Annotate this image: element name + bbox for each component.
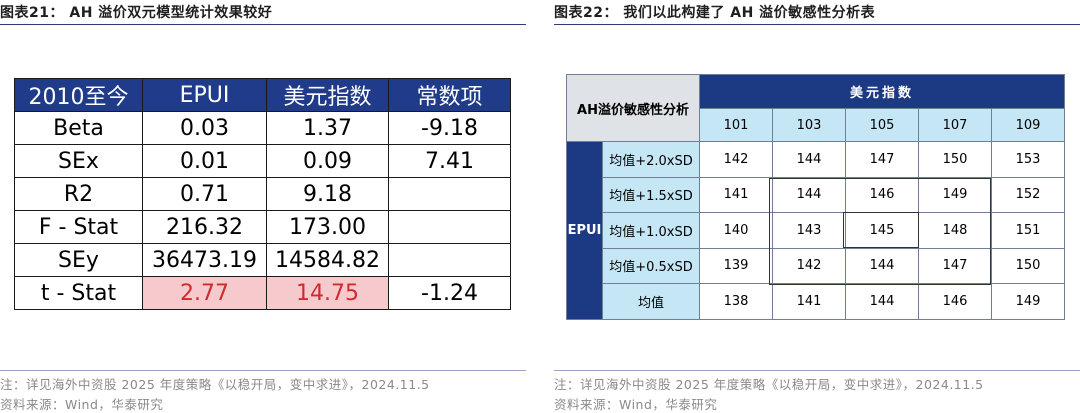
note-left: 注：详见海外中资股 2025 年度策略《以稳开局，变中求进》，2024.11.5	[0, 377, 430, 392]
usd-value: 9.18	[266, 177, 389, 211]
highlight-box-center	[843, 212, 919, 248]
sensitivity-cell: 147	[918, 247, 992, 284]
sensitivity-cell: 147	[845, 141, 919, 178]
table-row: Beta 0.03 1.37 -9.18	[14, 111, 511, 145]
header-period: 2010至今	[14, 78, 143, 112]
epui-value: 36473.19	[142, 243, 267, 277]
constant-value	[388, 177, 511, 211]
table-row: EPUI 均值+2.0xSD 142 144 147 150 153	[566, 141, 1065, 320]
sensitivity-corner-label: AH溢价敏感性分析	[566, 74, 700, 142]
highlight-box-outer	[769, 178, 991, 285]
table-row: R2 0.71 9.18	[14, 177, 511, 211]
sensitivity-cell: 145	[845, 212, 919, 249]
sensitivity-cell: 142	[699, 141, 773, 178]
row-label: t - Stat	[14, 276, 143, 310]
sensitivity-cell: 144	[845, 247, 919, 284]
sensitivity-cell: 151	[991, 212, 1065, 249]
sensitivity-cell: 153	[991, 141, 1065, 178]
constant-value: -1.24	[388, 276, 511, 310]
epui-level-label: 均值+1.5xSD	[602, 176, 700, 213]
epui-value-highlighted: 2.77	[142, 276, 267, 310]
row-label: F - Stat	[14, 210, 143, 244]
constant-value: -9.18	[388, 111, 511, 145]
table-header-row: 2010至今 EPUI 美元指数 常数项	[14, 78, 511, 112]
sensitivity-cell: 150	[918, 141, 992, 178]
note-right: 注：详见海外中资股 2025 年度策略《以稳开局，变中求进》，2024.11.5	[554, 377, 984, 392]
row-label: SEy	[14, 243, 143, 277]
epui-axis-label: EPUI	[566, 141, 603, 320]
table-row: F - Stat 216.32 173.00	[14, 210, 511, 244]
table-row: t - Stat 2.77 14.75 -1.24	[14, 276, 511, 310]
sensitivity-cell: 138	[699, 283, 773, 320]
source-left: 资料来源：Wind，华泰研究	[0, 397, 164, 412]
epui-level-label: 均值+1.0xSD	[602, 212, 700, 249]
usd-values-row: 101 103 105 107 109	[567, 108, 1065, 142]
table-row: SEx 0.01 0.09 7.41	[14, 144, 511, 178]
usd-value-header: 103	[772, 108, 846, 142]
constant-value	[388, 210, 511, 244]
sensitivity-cell: 139	[699, 247, 773, 284]
source-right: 资料来源：Wind，华泰研究	[554, 397, 718, 412]
usd-value-highlighted: 14.75	[266, 276, 389, 310]
sensitivity-cell: 141	[699, 176, 773, 213]
regression-table: 2010至今 EPUI 美元指数 常数项 Beta 0.03 1.37 -9.1…	[14, 78, 511, 310]
epui-value: 0.01	[142, 144, 267, 178]
sensitivity-cell: 141	[772, 283, 846, 320]
table-row: 均值+0.5xSD 139 142 144 147 150	[567, 247, 1065, 284]
row-label: Beta	[14, 111, 143, 145]
epui-value: 0.03	[142, 111, 267, 145]
usd-value: 14584.82	[266, 243, 389, 277]
row-label: R2	[14, 177, 143, 211]
sensitivity-cell: 144	[772, 141, 846, 178]
sensitivity-cell: 146	[845, 176, 919, 213]
footer-rule-right	[554, 370, 1080, 371]
table-row: 均值+1.0xSD 140 143 145 148 151	[567, 212, 1065, 249]
epui-level-label: 均值+2.0xSD	[602, 141, 700, 178]
table-row: 均值+1.5xSD 141 144 146 149 152	[567, 176, 1065, 213]
usd-value-header: 109	[991, 108, 1065, 142]
constant-value: 7.41	[388, 144, 511, 178]
sensitivity-cell: 148	[918, 212, 992, 249]
usd-value-header: 105	[845, 108, 919, 142]
usd-value: 0.09	[266, 144, 389, 178]
epui-level-label: 均值+0.5xSD	[602, 247, 700, 284]
footer-rule-left	[0, 370, 526, 371]
figure-21-title: 图表21： AH 溢价双元模型统计效果较好	[0, 5, 273, 21]
sensitivity-table: AH溢价敏感性分析 美元指数 101 103 105 107 109 EPUI …	[566, 74, 1065, 320]
sensitivity-cell: 140	[699, 212, 773, 249]
table-row: 均值 138 141 144 146 149	[567, 283, 1065, 320]
usd-value-header: 107	[918, 108, 992, 142]
sensitivity-cell: 142	[772, 247, 846, 284]
title-rule-right	[554, 24, 1080, 25]
sensitivity-cell: 149	[918, 176, 992, 213]
header-usd-index: 美元指数	[266, 78, 389, 112]
sensitivity-cell: 150	[991, 247, 1065, 284]
row-label: SEx	[14, 144, 143, 178]
usd-index-header: 美元指数	[699, 74, 1065, 109]
epui-value: 216.32	[142, 210, 267, 244]
sensitivity-cell: 152	[991, 176, 1065, 213]
usd-value: 1.37	[266, 111, 389, 145]
usd-value: 173.00	[266, 210, 389, 244]
table-row: SEy 36473.19 14584.82	[14, 243, 511, 277]
figure-22-title: 图表22： 我们以此构建了 AH 溢价敏感性分析表	[554, 5, 876, 21]
header-constant: 常数项	[388, 78, 511, 112]
sensitivity-cell: 143	[772, 212, 846, 249]
epui-value: 0.71	[142, 177, 267, 211]
epui-level-label: 均值	[602, 283, 700, 320]
sensitivity-cell: 144	[845, 283, 919, 320]
constant-value	[388, 243, 511, 277]
sensitivity-cell: 149	[991, 283, 1065, 320]
title-rule-left	[0, 24, 526, 25]
header-epui: EPUI	[142, 78, 267, 112]
sensitivity-cell: 146	[918, 283, 992, 320]
usd-value-header: 101	[699, 108, 773, 142]
